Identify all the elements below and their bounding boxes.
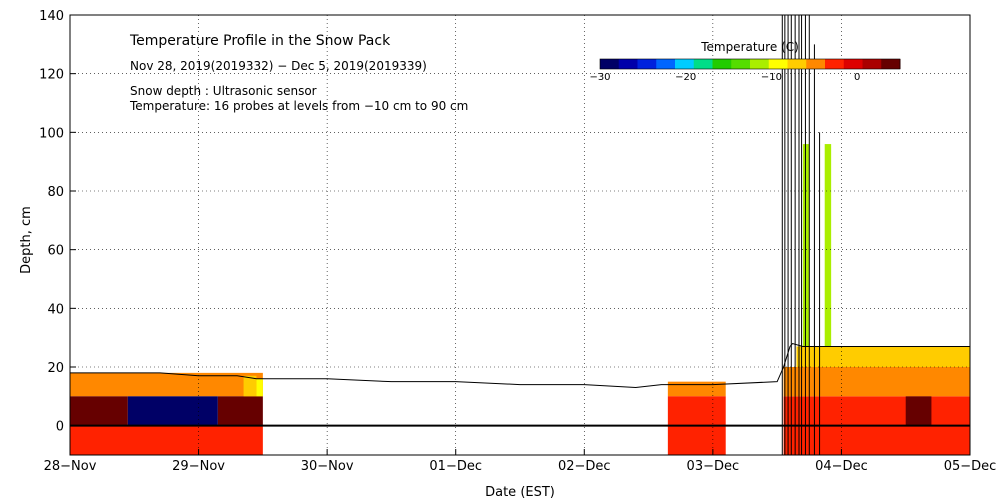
colorbar-swatch (806, 59, 826, 69)
colorbar-tick-label: 0 (854, 72, 860, 83)
sensor-spikes (781, 15, 821, 455)
x-tick-label: 05−Dec (944, 459, 997, 474)
colorbar-title: Temperature (C) (700, 40, 799, 54)
temperature-cell (127, 396, 218, 426)
temperature-cell (667, 381, 726, 397)
x-tick-label: 28−Nov (44, 459, 97, 474)
colorbar-swatch (825, 59, 845, 69)
temperature-cell (217, 396, 263, 426)
note-snow-depth: Snow depth : Ultrasonic sensor (130, 84, 317, 98)
colorbar-swatch (750, 59, 770, 69)
temperature-cell (70, 425, 263, 455)
colorbar: −30 −20 −10 0 (589, 58, 901, 83)
y-tick-label: 40 (47, 302, 64, 317)
colorbar-swatch (862, 59, 882, 69)
temperature-cell (783, 367, 970, 397)
colorbar-swatch (656, 59, 676, 69)
temperature-cell (70, 372, 263, 397)
x-tick-label: 04−Dec (815, 459, 868, 474)
y-tick-label: 140 (39, 9, 64, 24)
colorbar-swatch (618, 59, 638, 69)
colorbar-swatch (731, 59, 751, 69)
colorbar-swatch (693, 59, 713, 69)
colorbar-tick-label: −10 (761, 72, 782, 83)
chart-title: Temperature Profile in the Snow Pack (129, 33, 391, 49)
y-tick-label: 80 (47, 185, 64, 200)
y-tick-label: 20 (47, 361, 64, 376)
temperature-cell (256, 378, 263, 397)
colorbar-swatch (787, 59, 807, 69)
colorbar-swatch (712, 59, 732, 69)
grid-lines (70, 15, 970, 455)
y-tick-label: 100 (39, 126, 64, 141)
y-axis-label: Depth, cm (19, 206, 34, 274)
note-temperature-probes: Temperature: 16 probes at levels from −1… (129, 99, 468, 113)
colorbar-swatch (843, 59, 863, 69)
temperature-cell (802, 144, 810, 347)
x-axis-label: Date (EST) (485, 485, 555, 500)
colorbar-swatch (637, 59, 657, 69)
x-tick-label: 01−Dec (429, 459, 482, 474)
x-tick-label: 02−Dec (558, 459, 611, 474)
snow-depth-line (70, 342, 970, 389)
temperature-cell (243, 375, 257, 397)
y-tick-label: 120 (39, 68, 64, 83)
temperature-cell (905, 396, 932, 426)
temperature-cell (824, 144, 832, 347)
temperature-cell (796, 346, 970, 367)
colorbar-tick-label: −20 (675, 72, 696, 83)
colorbar-swatch (600, 59, 620, 69)
x-tick-label: 29−Nov (172, 459, 225, 474)
colorbar-tick-label: −30 (589, 72, 610, 83)
x-tick-label: 03−Dec (687, 459, 740, 474)
y-tick-label: 0 (56, 420, 64, 435)
colorbar-swatch (675, 59, 695, 69)
colorbar-frame (599, 58, 901, 70)
chart-subtitle: Nov 28, 2019(2019332) − Dec 5, 2019(2019… (130, 59, 427, 73)
snow-depth-series (70, 342, 970, 389)
x-tick-label: 30−Nov (301, 459, 354, 474)
y-tick-label: 60 (47, 244, 64, 259)
plot-frame (69, 14, 971, 456)
axis-ticks: 28−Nov 29−Nov 30−Nov 01−Dec 02−Dec 03−Dec 04−D… (39, 9, 996, 474)
colorbar-swatch (881, 59, 901, 69)
colorbar-swatch (768, 59, 788, 69)
temperature-cell (70, 396, 128, 426)
